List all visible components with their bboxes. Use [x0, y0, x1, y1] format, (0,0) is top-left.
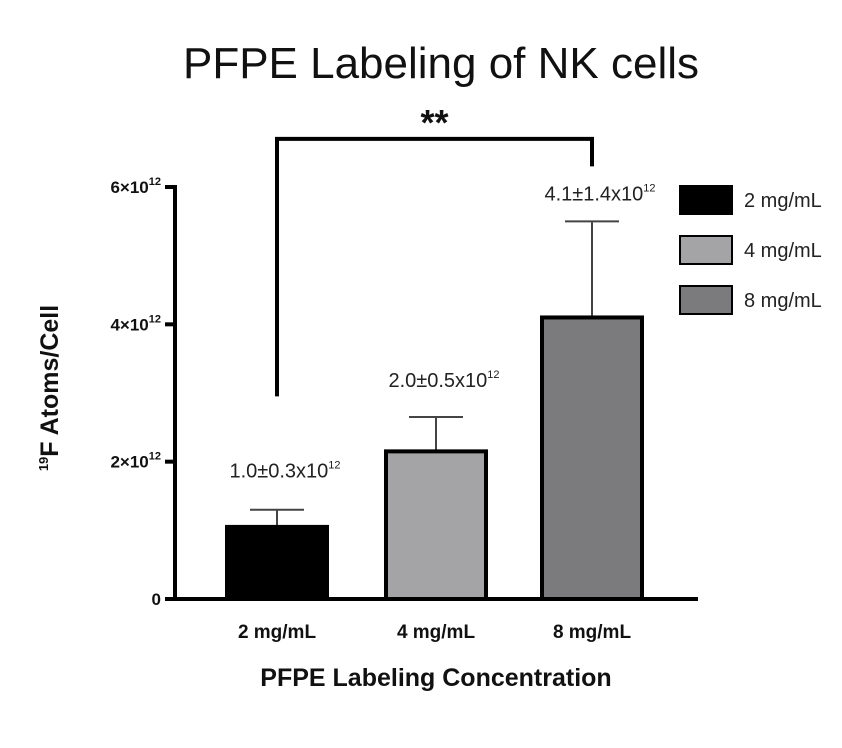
bar-annotations: 1.0±0.3x1012 2.0±0.5x1012 4.1±1.4x1012: [229, 182, 655, 482]
y-tick-label: 6×1012: [110, 176, 161, 197]
bar-annotation: 1.0±0.3x1012: [229, 460, 340, 483]
legend-swatch: [679, 185, 733, 215]
chart-title: PFPE Labeling of NK cells: [183, 39, 699, 88]
bar: [540, 315, 644, 601]
svg-text:19F Atoms/Cell: 19F Atoms/Cell: [36, 305, 64, 471]
y-axis-title-text: F Atoms/Cell: [36, 305, 64, 457]
y-tick-label: 4×1012: [110, 313, 161, 334]
y-axis-title: 19F Atoms/Cell: [36, 305, 64, 471]
bar: [225, 524, 329, 602]
bar: [384, 449, 488, 601]
significance-line: [275, 136, 594, 397]
bars: [225, 220, 644, 602]
y-ticks: 0 2×1012 4×1012 6×1012: [110, 176, 175, 609]
legend-swatch: [679, 285, 733, 315]
y-axis-title-sup: 19: [36, 457, 51, 471]
x-axis-title: PFPE Labeling Concentration: [260, 664, 611, 692]
x-tick-label: 8 mg/mL: [553, 622, 632, 643]
bar-annotation: 4.1±1.4x1012: [544, 182, 655, 205]
significance-label: **: [420, 102, 448, 143]
legend-label: 2 mg/mL: [744, 190, 822, 212]
x-tick-labels: 2 mg/mL 4 mg/mL 8 mg/mL: [238, 622, 632, 643]
significance-bracket: **: [275, 102, 594, 397]
legend-swatch: [679, 235, 733, 265]
bar-annotation: 2.0±0.5x1012: [388, 369, 499, 392]
y-tick-label: 2×1012: [110, 451, 161, 472]
legend-label: 4 mg/mL: [744, 240, 822, 262]
legend-label: 8 mg/mL: [744, 290, 822, 312]
x-tick-label: 4 mg/mL: [397, 622, 476, 643]
legend: 2 mg/mL 4 mg/mL 8 mg/mL: [679, 185, 822, 315]
x-tick-label: 2 mg/mL: [238, 622, 317, 643]
y-tick-label: 0: [152, 590, 161, 609]
